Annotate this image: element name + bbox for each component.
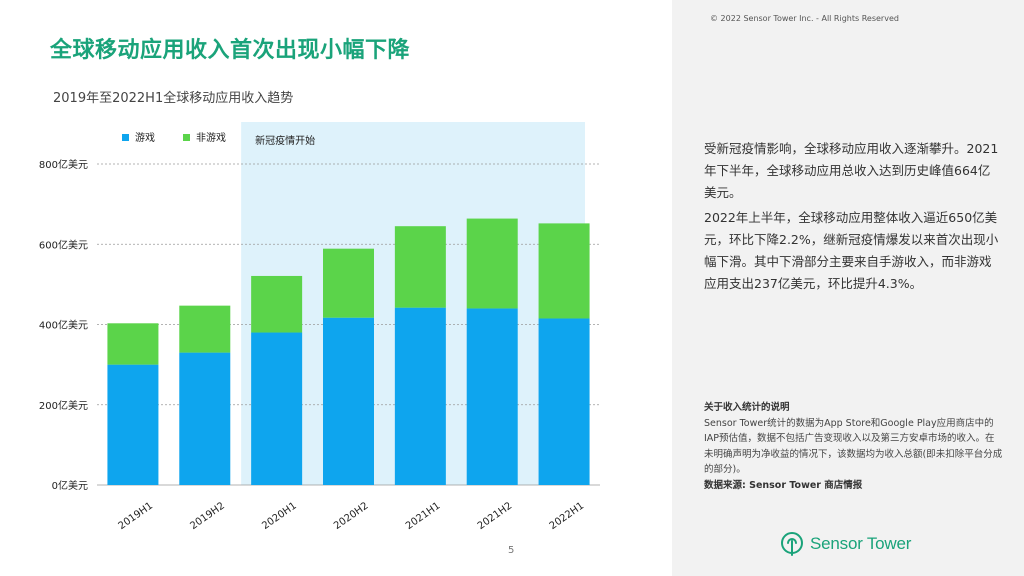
logo-text: Sensor Tower xyxy=(810,534,912,553)
paragraph-1: 受新冠疫情影响，全球移动应用收入逐渐攀升。2021年下半年，全球移动应用总收入达… xyxy=(704,141,999,200)
y-tick-label: 400亿美元 xyxy=(39,319,88,332)
legend-swatch-1 xyxy=(183,134,190,141)
bar-games-2021H1 xyxy=(394,307,446,485)
x-tick-label: 2020H1 xyxy=(260,500,299,532)
x-tick-label: 2019H1 xyxy=(117,500,156,532)
bar-games-2019H1 xyxy=(107,364,159,485)
bar-nongames-2020H2 xyxy=(323,248,374,318)
page-number: 5 xyxy=(508,545,515,556)
y-tick-label: 800亿美元 xyxy=(39,158,88,171)
x-tick-label: 2022H1 xyxy=(548,500,587,532)
x-tick-label: 2020H2 xyxy=(332,500,371,532)
bar-nongames-2019H2 xyxy=(179,305,231,353)
legend-label-0: 游戏 xyxy=(135,131,155,144)
bar-nongames-2022H1 xyxy=(538,223,590,319)
y-tick-label: 0亿美元 xyxy=(52,479,88,492)
covid-annotation-label: 新冠疫情开始 xyxy=(255,134,315,147)
legend-label-1: 非游戏 xyxy=(196,131,226,144)
sensor-tower-logo-icon xyxy=(781,532,803,556)
bar-nongames-2021H1 xyxy=(394,226,446,308)
page-title: 全球移动应用收入首次出现小幅下降 xyxy=(50,38,411,63)
bar-nongames-2019H1 xyxy=(107,323,159,365)
y-tick-label: 200亿美元 xyxy=(39,399,88,412)
y-tick-label: 600亿美元 xyxy=(39,238,88,251)
revenue-note: 关于收入统计的说明 Sensor Tower统计的数据为App Store和Go… xyxy=(704,400,1004,493)
bar-games-2021H2 xyxy=(466,308,518,485)
paragraph-2: 2022年上半年，全球移动应用整体收入逼近650亿美元，环比下降2.2%，继新冠… xyxy=(704,210,999,291)
bar-games-2022H1 xyxy=(538,318,590,485)
note-source: 数据来源: Sensor Tower 商店情报 xyxy=(704,479,863,491)
legend-swatch-0 xyxy=(122,134,129,141)
bar-games-2019H2 xyxy=(179,352,231,485)
x-tick-label: 2021H1 xyxy=(404,500,443,532)
bar-nongames-2020H1 xyxy=(251,275,303,333)
copyright: © 2022 Sensor Tower Inc. - All Rights Re… xyxy=(710,14,899,23)
note-body: Sensor Tower统计的数据为App Store和Google Play应… xyxy=(704,417,1003,476)
x-tick-label: 2021H2 xyxy=(476,500,515,532)
note-title: 关于收入统计的说明 xyxy=(704,402,790,413)
bar-games-2020H1 xyxy=(251,332,303,485)
sensor-tower-logo: Sensor Tower xyxy=(780,531,911,557)
bar-nongames-2021H2 xyxy=(466,218,518,309)
right-panel xyxy=(672,0,1024,576)
x-tick-label: 2019H2 xyxy=(188,500,227,532)
revenue-chart: 新冠疫情开始 0亿美元 200亿美元 400亿美元 600亿美元 800亿美元 2019H1… xyxy=(39,122,600,532)
chart-subtitle: 2019年至2022H1全球移动应用收入趋势 xyxy=(53,91,294,106)
bar-games-2020H2 xyxy=(323,317,374,485)
